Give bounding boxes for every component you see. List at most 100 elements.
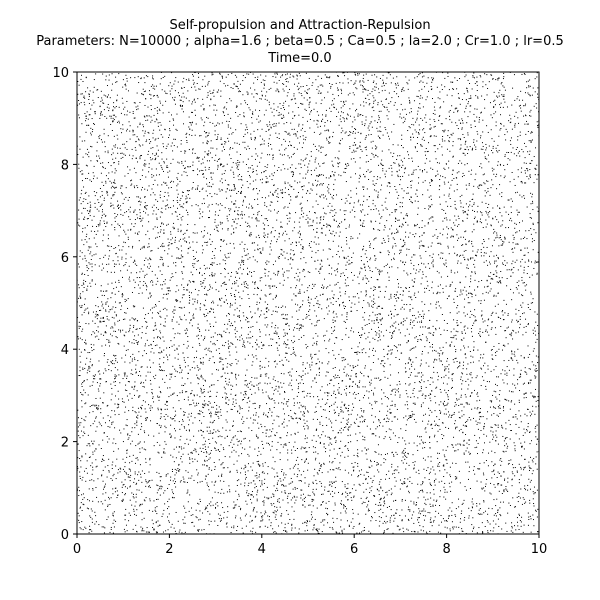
data-point [494, 99, 496, 101]
data-point [117, 138, 119, 140]
data-point [193, 83, 195, 85]
data-point [122, 499, 124, 501]
data-point [210, 351, 212, 353]
data-point [304, 139, 306, 141]
data-point [191, 129, 193, 131]
data-point [493, 295, 495, 297]
data-point [531, 395, 533, 397]
data-point [148, 238, 150, 240]
data-point [427, 246, 429, 248]
data-point [261, 128, 263, 130]
data-point [266, 497, 268, 499]
data-point [471, 331, 473, 333]
data-point [283, 207, 285, 209]
data-point [535, 341, 537, 343]
data-point [214, 441, 216, 443]
data-point [208, 401, 210, 403]
data-point [271, 231, 273, 233]
data-point [373, 209, 375, 210]
data-point [105, 215, 107, 217]
data-point [390, 82, 392, 84]
data-point [99, 378, 101, 380]
data-point [194, 257, 196, 259]
data-point [144, 401, 146, 403]
data-point [260, 310, 262, 312]
data-point [403, 90, 405, 92]
data-point [516, 470, 518, 472]
data-point [242, 161, 244, 163]
data-point [449, 115, 450, 117]
data-point [382, 74, 384, 76]
data-point [211, 373, 213, 375]
data-point [477, 422, 479, 424]
data-point [370, 170, 372, 172]
data-point [94, 113, 96, 115]
data-point [168, 207, 170, 209]
data-point [175, 486, 177, 488]
data-point [419, 382, 421, 384]
data-point [214, 159, 216, 161]
data-point [192, 79, 194, 81]
data-point [302, 186, 304, 188]
data-point [482, 131, 484, 133]
data-point [128, 196, 130, 198]
data-point [170, 243, 172, 245]
data-point [360, 210, 362, 212]
data-point [461, 118, 463, 120]
data-point [422, 317, 424, 319]
data-point [112, 120, 114, 122]
data-point [278, 498, 280, 500]
data-point [364, 312, 366, 314]
data-point [346, 261, 348, 263]
data-point [189, 439, 191, 441]
data-point [197, 474, 199, 476]
data-point [208, 80, 210, 82]
data-point [212, 308, 214, 310]
data-point [357, 456, 359, 458]
data-point [135, 149, 137, 151]
data-point [197, 529, 199, 531]
data-point [339, 231, 341, 233]
data-point [126, 456, 128, 458]
data-point [282, 313, 284, 315]
data-point [207, 473, 209, 475]
data-point [468, 403, 470, 405]
data-point [85, 342, 87, 344]
data-point [536, 121, 538, 123]
data-point [156, 145, 158, 147]
data-point [374, 205, 376, 207]
data-point [299, 307, 301, 309]
data-point [188, 80, 190, 82]
data-point [275, 490, 277, 492]
data-point [457, 111, 459, 113]
data-point [142, 169, 144, 171]
data-point [283, 474, 285, 476]
data-point [418, 316, 420, 318]
data-point [204, 202, 206, 204]
data-point [280, 437, 282, 439]
data-point [500, 501, 502, 503]
data-point [205, 169, 207, 171]
data-point [504, 238, 506, 240]
data-point [501, 192, 503, 194]
data-point [271, 415, 273, 417]
data-point [362, 279, 364, 281]
data-point [237, 191, 239, 192]
data-point [366, 154, 368, 156]
data-point [123, 143, 125, 145]
data-point [471, 408, 473, 410]
data-point [269, 134, 271, 136]
data-point [313, 305, 315, 307]
data-point [212, 91, 214, 93]
data-point [241, 527, 243, 529]
data-point [255, 217, 257, 219]
data-point [491, 138, 493, 140]
data-point [156, 531, 158, 533]
data-point [159, 102, 161, 104]
data-point [517, 96, 519, 98]
data-point [413, 503, 415, 505]
data-point [223, 492, 225, 494]
data-point [131, 148, 133, 150]
data-point [333, 103, 335, 105]
data-point [202, 236, 204, 238]
